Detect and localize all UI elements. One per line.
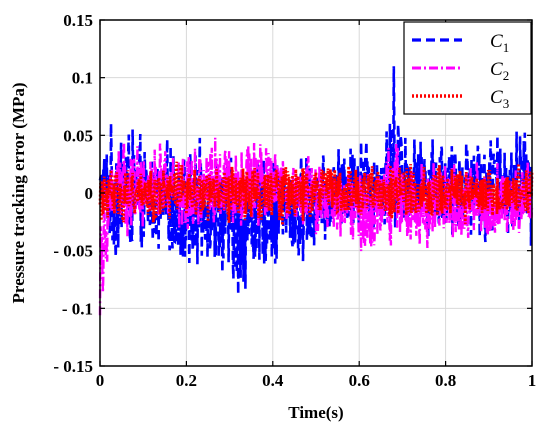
x-tick-label: 0.2 xyxy=(176,371,197,390)
y-tick-label: 0.1 xyxy=(72,69,93,88)
x-axis-title: Time(s) xyxy=(288,403,343,422)
series-layer xyxy=(98,66,534,316)
x-tick-labels: 0 0.2 0.4 0.6 0.8 1 xyxy=(96,371,537,390)
y-tick-label: 0.15 xyxy=(63,11,93,30)
legend-subscript: 2 xyxy=(503,68,510,83)
x-tick-label: 0.6 xyxy=(349,371,370,390)
y-tick-labels: - 0.15 - 0.1 - 0.05 0 0.05 0.1 0.15 xyxy=(53,11,93,376)
series-line-c2 xyxy=(98,137,534,316)
legend-box xyxy=(403,21,532,115)
x-tick-label: 0 xyxy=(96,371,105,390)
x-tick-label: 1 xyxy=(528,371,537,390)
y-tick-label: - 0.1 xyxy=(62,299,93,318)
x-tick-label: 0.4 xyxy=(262,371,284,390)
y-tick-label: 0 xyxy=(85,184,94,203)
legend-subscript: 1 xyxy=(503,40,510,55)
y-tick-label: 0.05 xyxy=(63,126,93,145)
y-tick-label: - 0.05 xyxy=(53,242,93,261)
legend-subscript: 3 xyxy=(503,96,510,111)
series-line-c1 xyxy=(98,66,534,295)
y-tick-label: - 0.15 xyxy=(53,357,93,376)
x-tick-label: 0.8 xyxy=(435,371,456,390)
y-axis-title: Pressure tracking error (MPa) xyxy=(9,82,28,303)
